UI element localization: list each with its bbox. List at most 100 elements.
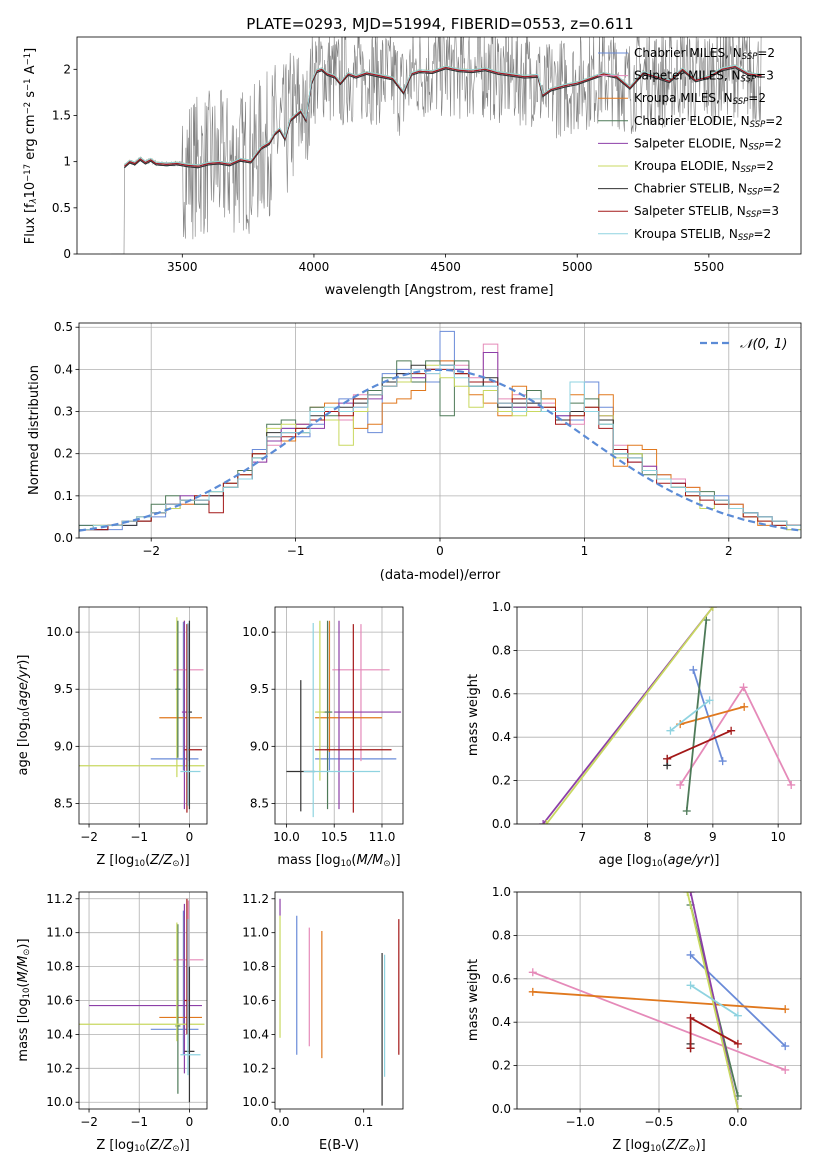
legend-label: Chabrier ELODIE, NSSP=2: [634, 114, 783, 130]
y-tick-label: 0.4: [54, 362, 73, 376]
y-tick-label: 10.6: [242, 994, 269, 1008]
weight-line: [679, 685, 793, 786]
residual-histogram-plot-area: [79, 330, 801, 538]
x-tick-label: 0: [186, 830, 194, 844]
ebv-mass-errorbar: 0.0 0.1 10.0 10.2 10.4 10.6 10.8 11.0 11.2 E(B-V): [242, 891, 404, 1153]
legend-label: Salpeter MILES, NSSP=3: [634, 69, 774, 85]
z-mass-errorbar-plot-area: [79, 898, 205, 1103]
y-tick-label: 2: [63, 62, 71, 76]
y-tick-label: 11.2: [46, 892, 73, 906]
gaussian-curve: [79, 368, 801, 532]
y-tick-label: 0.2: [54, 447, 73, 461]
y-tick-label: 10.4: [242, 1027, 269, 1041]
x-tick-label: 2: [725, 544, 733, 558]
x-axis-label: wavelength [Angstrom, rest frame]: [325, 283, 554, 298]
x-tick-label: 0.0: [728, 1115, 747, 1129]
x-tick-label: −0.5: [644, 1115, 673, 1129]
x-axis-label: mass [log10(M/M⊙)]: [277, 853, 400, 869]
mass-age-errorbar-plot-area: [286, 620, 402, 818]
y-tick-label: 1.0: [492, 600, 511, 614]
legend-label: Chabrier MILES, NSSP=2: [634, 46, 775, 62]
weight-point: [733, 1105, 742, 1109]
axes-frame: [516, 606, 802, 825]
y-tick-label: 0.6: [492, 972, 511, 986]
model-spectrum-line: [124, 67, 762, 169]
y-axis-label: age [log10(age/yr)]: [16, 655, 32, 776]
legend-label: Kroupa ELODIE, NSSP=2: [634, 159, 774, 175]
y-tick-label: 1: [63, 155, 71, 169]
y-tick-label: 1.0: [492, 885, 511, 899]
spectrum-legend: Chabrier MILES, NSSP=2 Salpeter MILES, NS…: [598, 46, 783, 243]
x-tick-label: −2: [142, 544, 160, 558]
weight-point: [676, 780, 685, 789]
y-tick-label: 9.5: [250, 682, 269, 696]
z-mass-errorbar: −2 −1 0 10.0 10.2 10.4 10.6 10.8 11.0 11.2 Z [log1…: [16, 891, 208, 1154]
x-axis-label: E(B-V): [319, 1138, 359, 1153]
y-tick-label: 10.2: [242, 1061, 269, 1075]
x-tick-label: 8: [644, 830, 652, 844]
x-tick-label: 0.1: [354, 1115, 373, 1129]
weight-point: [683, 892, 692, 896]
weight-point: [689, 665, 698, 674]
y-tick-label: 0.5: [52, 201, 71, 215]
weight-point: [781, 1005, 790, 1014]
weight-point: [539, 820, 548, 824]
x-tick-label: 7: [578, 830, 586, 844]
y-tick-label: 10.8: [46, 960, 73, 974]
weight-line: [532, 971, 786, 1071]
weight-point: [686, 1044, 695, 1053]
weight-point: [733, 1011, 742, 1020]
y-tick-label: 10.0: [242, 625, 269, 639]
x-tick-label: 5000: [562, 260, 593, 274]
histogram-series: [79, 364, 801, 538]
x-tick-label: 0: [186, 1115, 194, 1129]
weight-point: [705, 696, 714, 705]
ebv-mass-errorbar-plot-area: [279, 898, 400, 1106]
weight-point: [686, 981, 695, 990]
y-tick-label: 0.2: [492, 1059, 511, 1073]
weight-point: [542, 820, 551, 824]
y-tick-label: 10.0: [46, 625, 73, 639]
x-tick-label: 1: [581, 544, 589, 558]
y-tick-label: 9.0: [54, 739, 73, 753]
x-tick-label: 3500: [167, 260, 198, 274]
y-tick-label: 0.4: [492, 1015, 511, 1029]
y-tick-label: 9.5: [54, 682, 73, 696]
weight-point: [740, 702, 749, 711]
figure-title: PLATE=0293, MJD=51994, FIBERID=0553, z=0…: [246, 15, 633, 33]
model-spectrum-line: [124, 64, 762, 166]
x-tick-label: 10: [771, 830, 786, 844]
y-tick-label: 0.4: [492, 730, 511, 744]
x-tick-label: −1: [130, 1115, 148, 1129]
age-weight-chart-plot-area: [539, 607, 796, 824]
mass-age-errorbar: 10.0 10.5 11.0 8.5 9.0 9.5 10.0 mass [log10(M/M…: [242, 606, 404, 869]
spectrum-chart: 3500 4000 4500 5000 5500 0 0.5 1 1.5 2 Chabrier MI…: [23, 36, 802, 298]
y-tick-label: 0.0: [492, 817, 511, 831]
x-axis-label: Z [log10(Z/Z⊙)]: [96, 853, 189, 869]
y-tick-label: 9.0: [250, 739, 269, 753]
weight-point: [781, 1065, 790, 1074]
y-tick-label: 1.5: [52, 108, 71, 122]
y-tick-label: 8.5: [54, 796, 73, 810]
y-tick-label: 0.1: [54, 489, 73, 503]
weight-point: [528, 987, 537, 996]
y-tick-label: 10.4: [46, 1027, 73, 1041]
weight-line: [532, 990, 786, 1011]
y-tick-label: 10.6: [46, 994, 73, 1008]
y-tick-label: 0: [63, 247, 71, 261]
y-axis-label: mass weight: [466, 674, 481, 756]
y-tick-label: 0.6: [492, 687, 511, 701]
y-axis-label: Flux [fλ10−17 erg cm−2 s−1 A−1]: [23, 48, 39, 244]
weight-point: [718, 757, 727, 766]
weight-line: [545, 607, 714, 824]
legend-label: Kroupa MILES, NSSP=2: [634, 91, 766, 107]
y-axis-label: Normed distribution: [27, 365, 42, 495]
observed-spectrum: [111, 37, 762, 254]
weight-line: [666, 729, 732, 760]
y-tick-label: 0.8: [492, 928, 511, 942]
y-tick-label: 10.0: [242, 1095, 269, 1109]
axes-frame: [78, 606, 208, 825]
axes-frame: [274, 891, 404, 1110]
x-tick-label: 0.0: [270, 1115, 289, 1129]
